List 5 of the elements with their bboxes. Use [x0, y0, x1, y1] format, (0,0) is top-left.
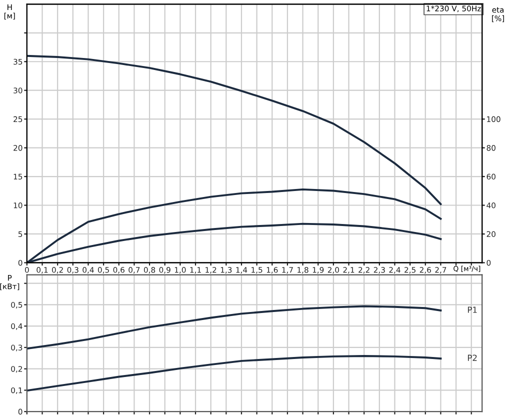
text: P2 [468, 354, 477, 361]
line-series [26, 305, 442, 350]
line-series [26, 54, 442, 206]
line-series [26, 355, 442, 392]
text: P1 [468, 306, 477, 313]
